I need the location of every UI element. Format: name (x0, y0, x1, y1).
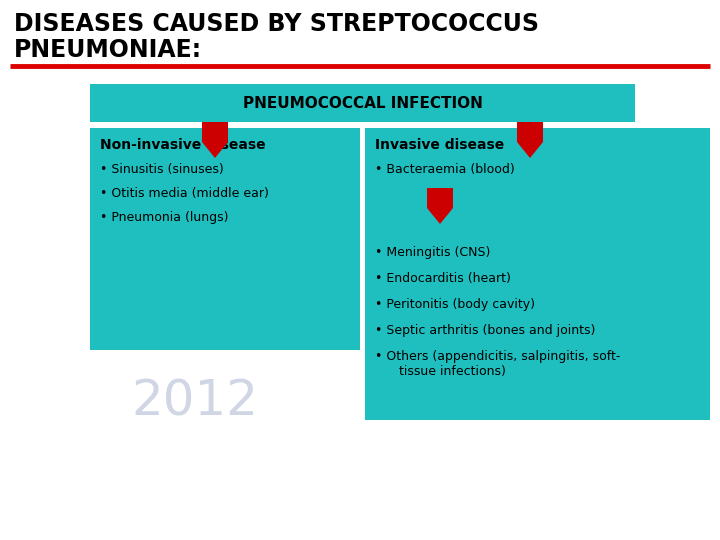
Text: • Others (appendicitis, salpingitis, soft-
      tissue infections): • Others (appendicitis, salpingitis, sof… (375, 350, 621, 378)
Text: DISEASES CAUSED BY STREPTOCOCCUS: DISEASES CAUSED BY STREPTOCOCCUS (14, 12, 539, 36)
Text: 2012: 2012 (132, 377, 258, 425)
Text: • Endocarditis (heart): • Endocarditis (heart) (375, 272, 511, 285)
Text: Non-invasive disease: Non-invasive disease (100, 138, 266, 152)
Text: • Septic arthritis (bones and joints): • Septic arthritis (bones and joints) (375, 324, 595, 337)
Text: • Bacteraemia (blood): • Bacteraemia (blood) (375, 163, 515, 176)
FancyBboxPatch shape (90, 128, 360, 350)
FancyBboxPatch shape (90, 84, 635, 122)
Text: • Pneumonia (lungs): • Pneumonia (lungs) (100, 211, 228, 224)
Text: PNEUMOCOCCAL INFECTION: PNEUMOCOCCAL INFECTION (243, 96, 482, 111)
Text: • Meningitis (CNS): • Meningitis (CNS) (375, 246, 490, 259)
Polygon shape (202, 122, 228, 158)
Polygon shape (427, 188, 453, 224)
Text: • Sinusitis (sinuses): • Sinusitis (sinuses) (100, 163, 224, 176)
Text: Invasive disease: Invasive disease (375, 138, 504, 152)
Text: • Otitis media (middle ear): • Otitis media (middle ear) (100, 187, 269, 200)
FancyBboxPatch shape (365, 128, 710, 420)
Polygon shape (517, 122, 543, 158)
Text: • Peritonitis (body cavity): • Peritonitis (body cavity) (375, 298, 535, 311)
Text: PNEUMONIAE:: PNEUMONIAE: (14, 38, 202, 62)
